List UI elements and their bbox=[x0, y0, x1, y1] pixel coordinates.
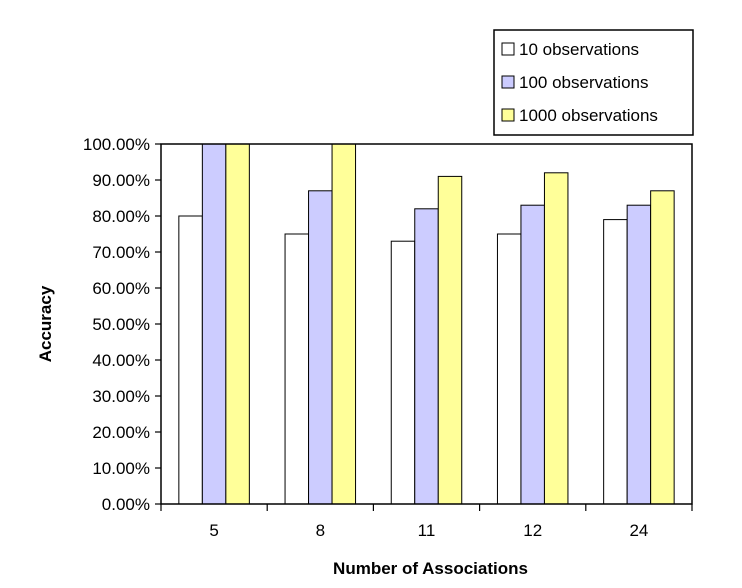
bar-3-11 bbox=[437, 175, 463, 505]
bars-group bbox=[178, 143, 675, 505]
y-tick-label: 80.00% bbox=[92, 207, 150, 226]
bar-2-11 bbox=[414, 208, 439, 505]
bar-2-24 bbox=[626, 204, 652, 505]
y-tick-label: 90.00% bbox=[92, 171, 150, 190]
legend-swatch-1 bbox=[501, 42, 515, 56]
y-axis-title: Accuracy bbox=[36, 285, 55, 362]
y-tick-label: 100.00% bbox=[83, 135, 150, 154]
legend-swatch-2 bbox=[501, 75, 515, 89]
y-tick-label: 0.00% bbox=[102, 495, 150, 514]
y-tick-label: 20.00% bbox=[92, 423, 150, 442]
bar-3-8 bbox=[331, 143, 357, 505]
x-axis: 5 8 11 12 24 bbox=[160, 504, 693, 540]
y-tick-label: 50.00% bbox=[92, 315, 150, 334]
legend-box bbox=[493, 29, 694, 136]
bar-1-24 bbox=[603, 219, 628, 505]
y-tick-label: 60.00% bbox=[92, 279, 150, 298]
y-axis: 0.00% 10.00% 20.00% 30.00% 40.00% 50.00% 60.00… bbox=[83, 135, 161, 514]
x-tick-label: 12 bbox=[523, 521, 542, 540]
y-tick-label: 30.00% bbox=[92, 387, 150, 406]
legend-label-1: 10 observations bbox=[519, 40, 639, 59]
bar-2-5 bbox=[201, 143, 227, 505]
bar-1-12 bbox=[496, 233, 522, 505]
bar-3-5 bbox=[225, 143, 250, 505]
y-tick-label: 40.00% bbox=[92, 351, 150, 370]
y-tick-label: 70.00% bbox=[92, 243, 150, 262]
bar-1-11 bbox=[390, 240, 416, 505]
bar-1-8 bbox=[284, 233, 310, 505]
bar-2-8 bbox=[308, 190, 333, 505]
bar-1-5 bbox=[178, 215, 203, 505]
x-axis-title: Number of Associations bbox=[333, 559, 528, 578]
y-tick-label: 10.00% bbox=[92, 459, 150, 478]
bar-3-24 bbox=[650, 190, 675, 505]
legend-label-2: 100 observations bbox=[519, 73, 648, 92]
legend-label-3: 1000 observations bbox=[519, 106, 658, 125]
x-tick-label: 8 bbox=[316, 521, 325, 540]
bar-3-12 bbox=[543, 172, 569, 505]
legend-swatch-3 bbox=[501, 108, 515, 122]
x-tick-label: 24 bbox=[629, 521, 648, 540]
legend: 10 observations 100 observations 1000 obse… bbox=[493, 29, 694, 136]
x-tick-label: 11 bbox=[418, 521, 436, 540]
bar-2-12 bbox=[520, 204, 545, 505]
x-tick-label: 5 bbox=[209, 521, 218, 540]
